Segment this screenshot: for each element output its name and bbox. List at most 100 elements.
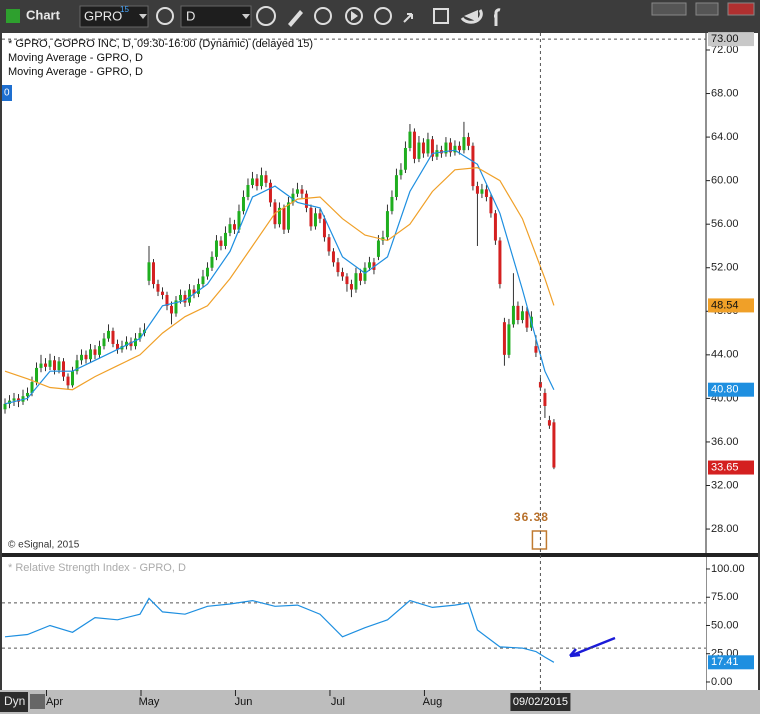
time-icon[interactable] — [256, 6, 276, 26]
draw-icon[interactable] — [288, 10, 303, 27]
x-tick-label: Apr — [46, 696, 63, 708]
candle-body — [295, 189, 299, 194]
candle-body — [516, 305, 520, 321]
candle-body — [169, 305, 173, 314]
candle-body — [44, 363, 48, 367]
y-tick-label: 68.00 — [711, 87, 739, 99]
refresh-icon[interactable] — [314, 7, 332, 25]
candle-body — [408, 131, 412, 148]
facebook-icon[interactable] — [494, 8, 501, 26]
candle-body — [322, 218, 326, 238]
window-controls[interactable] — [651, 2, 687, 16]
twitter-icon[interactable] — [460, 9, 483, 24]
candle-body — [399, 169, 403, 176]
y-tick-label: 44.00 — [711, 349, 739, 361]
candle-body — [385, 211, 389, 238]
y-tick-label: 75.00 — [711, 591, 739, 603]
interval-box[interactable] — [180, 5, 252, 28]
legend-entry: Moving Average - GPRO, D — [8, 52, 143, 64]
marker-label: 36.38 — [514, 510, 549, 524]
candle-body — [255, 178, 259, 187]
candle-body — [291, 193, 295, 203]
window-icon[interactable] — [433, 8, 449, 24]
candle-body — [480, 189, 484, 194]
x-tick-label: Jun — [235, 696, 253, 708]
candle-body — [80, 354, 84, 361]
candle-body — [151, 262, 155, 285]
candle-body — [219, 240, 223, 246]
candle-body — [97, 346, 101, 355]
play-icon[interactable] — [345, 7, 363, 25]
close-button[interactable] — [727, 2, 755, 16]
play-glyph — [351, 11, 358, 21]
y-tick-label: 32.00 — [711, 479, 739, 491]
candle-body — [358, 273, 362, 281]
time-icon[interactable] — [30, 694, 45, 709]
candle-body — [201, 276, 205, 285]
candle-body — [417, 142, 421, 159]
panel-separator — [2, 553, 758, 557]
candle-body — [124, 341, 128, 347]
candle-body — [282, 207, 286, 230]
y-tick-label: 28.00 — [711, 523, 739, 535]
line-series — [4, 597, 555, 663]
candle-body — [538, 382, 542, 388]
mode-box[interactable] — [0, 692, 28, 712]
candle-body — [277, 207, 281, 225]
line-series — [4, 149, 555, 405]
candle-body — [147, 262, 151, 281]
share-icon[interactable] — [464, 10, 478, 22]
alert-icon[interactable] — [374, 7, 392, 25]
y-tick-label: 72.00 — [711, 44, 739, 56]
legend-entry: Moving Average - GPRO, D — [8, 66, 143, 78]
candle-body — [228, 224, 232, 233]
candle-body — [165, 294, 169, 306]
candle-body — [264, 175, 268, 183]
candle-body — [75, 360, 79, 372]
candle-body — [448, 142, 452, 153]
settings-icon[interactable] — [156, 7, 174, 25]
candle-body — [138, 333, 142, 339]
candle-body — [475, 186, 479, 194]
chart-title: * GPRO, GOPRO INC, D, 09:30-16:00 (Dynam… — [8, 38, 313, 50]
candle-body — [471, 145, 475, 187]
badge: 0 — [4, 88, 10, 99]
candle-body — [187, 289, 191, 303]
candle-body — [300, 189, 304, 194]
candle-body — [403, 147, 407, 170]
cursor-label: 09/02/2015 — [513, 696, 568, 708]
window-title: Chart — [26, 7, 61, 22]
dropdown-arrow[interactable] — [242, 14, 250, 19]
crosshair-tag — [708, 32, 754, 47]
marker-flag — [531, 530, 548, 550]
candle-body — [376, 240, 380, 257]
dropdown-arrow[interactable] — [139, 14, 147, 19]
candle-body — [223, 232, 227, 246]
link-icon[interactable] — [403, 13, 413, 23]
candle-body — [57, 361, 61, 371]
line-series — [4, 166, 555, 391]
candle-body — [457, 145, 461, 151]
candle-body — [160, 291, 164, 295]
candle-body — [39, 363, 43, 368]
value-tag — [708, 298, 754, 313]
candle-body — [237, 211, 241, 230]
maximize-button[interactable] — [695, 2, 719, 16]
candle-body — [552, 422, 556, 468]
candle-body — [250, 178, 254, 185]
candle-body — [313, 213, 317, 227]
y-tick-label: 0.00 — [711, 676, 732, 688]
interval: D — [186, 8, 195, 23]
symbol-delay: 15 — [120, 5, 129, 14]
y-tick-label: 60.00 — [711, 175, 739, 187]
candle-body — [210, 256, 214, 268]
candle-body — [336, 262, 340, 273]
credit: © eSignal, 2015 — [8, 540, 80, 551]
candle-body — [30, 382, 34, 393]
candle-body — [192, 289, 196, 294]
candle-body — [106, 330, 110, 339]
symbol-box[interactable] — [79, 5, 149, 28]
candle-body — [507, 324, 511, 355]
